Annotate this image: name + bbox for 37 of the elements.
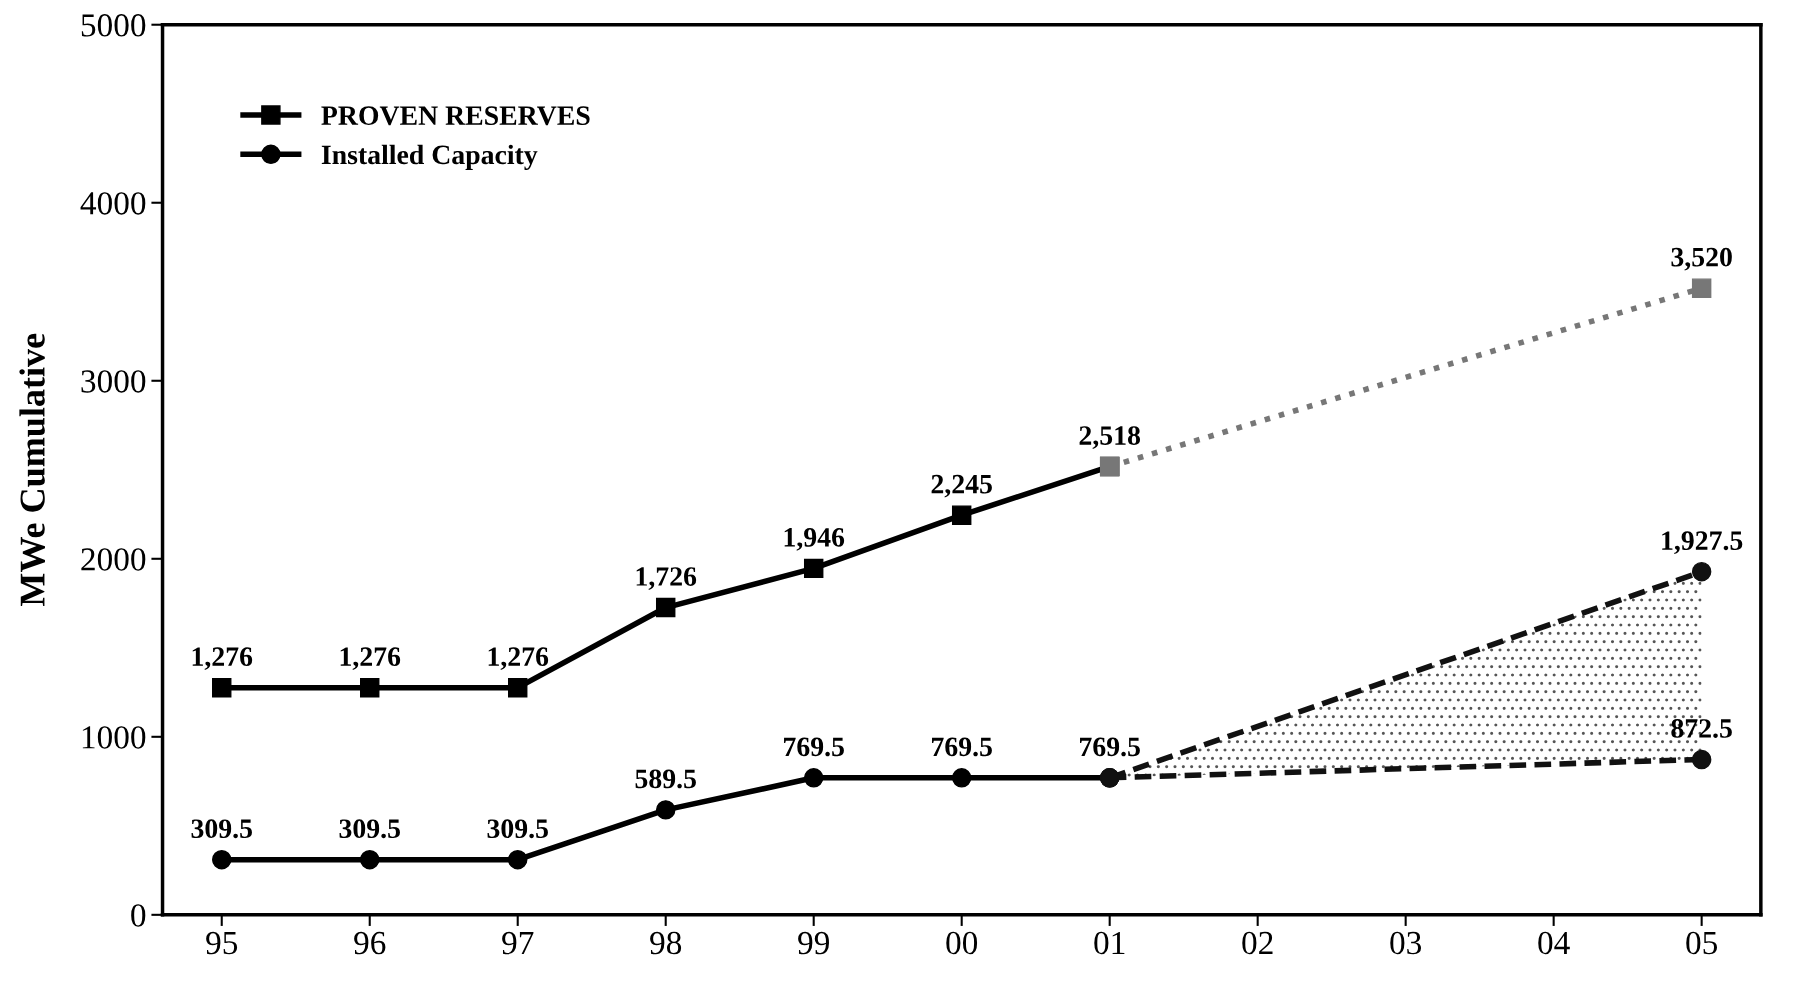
legend-label: Installed Capacity — [321, 144, 538, 170]
legend-label: PROVEN RESERVES — [321, 106, 590, 126]
x-tick-label: 96 — [354, 931, 386, 955]
x-tick-label: 98 — [650, 931, 682, 955]
x-tick-label: 97 — [502, 931, 534, 955]
x-tick-label: 01 — [1094, 931, 1125, 955]
data-label: 2,245 — [931, 474, 992, 498]
x-tick-label: 95 — [206, 931, 238, 955]
y-tick-label: 4000 — [80, 192, 146, 215]
y-tick-label: 5000 — [81, 14, 146, 37]
y-tick-label: 2000 — [81, 548, 146, 571]
data-label: 309.5 — [487, 819, 548, 839]
x-tick-label: 04 — [1538, 931, 1570, 955]
data-label: 769.5 — [784, 737, 844, 757]
data-label: 1,927.5 — [1662, 531, 1743, 555]
x-tick-label: 00 — [946, 931, 978, 955]
data-label: 1,946 — [784, 528, 845, 551]
data-label: 769.5 — [932, 737, 992, 757]
y-tick-label: 0 — [131, 904, 146, 927]
data-label: 589.5 — [635, 769, 696, 789]
data-label: 2,518 — [1079, 426, 1141, 449]
data-label: 1,276 — [488, 647, 549, 671]
data-label: 1,276 — [192, 647, 253, 671]
y-axis-title: MWe Cumulative — [19, 333, 45, 607]
x-tick-label: 03 — [1390, 931, 1422, 955]
y-tick-label: 1000 — [82, 726, 146, 749]
data-label: 309.5 — [191, 819, 252, 839]
data-label: 309.5 — [339, 819, 400, 839]
data-label: 3,520 — [1671, 247, 1732, 271]
x-tick-label: 02 — [1242, 931, 1273, 955]
data-label: 1,726 — [636, 567, 697, 590]
data-label: 769.5 — [1080, 737, 1140, 757]
y-tick-label: 3000 — [81, 370, 146, 393]
x-tick-label: 05 — [1686, 931, 1718, 955]
data-label: 1,276 — [340, 647, 401, 671]
x-tick-label: 99 — [798, 931, 830, 955]
data-label: 872.5 — [1671, 719, 1732, 738]
